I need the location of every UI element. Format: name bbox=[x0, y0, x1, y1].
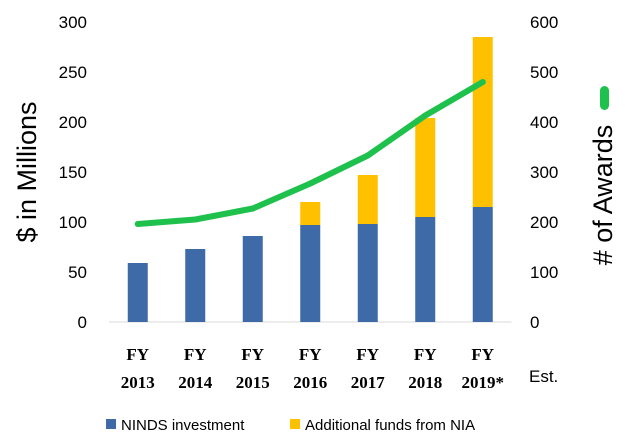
awards-point bbox=[134, 221, 141, 227]
right-axis: 0 100 200 300 400 500 600 bbox=[530, 13, 558, 332]
bar-ninds bbox=[357, 224, 378, 322]
awards-point bbox=[479, 79, 486, 85]
bar-ninds bbox=[415, 217, 436, 322]
awards-point bbox=[249, 205, 256, 212]
y-tick-label: 50 bbox=[68, 263, 87, 282]
category-label-year: 2015 bbox=[236, 373, 270, 392]
bar-nia bbox=[415, 118, 436, 217]
awards-point bbox=[422, 112, 429, 119]
bar-ninds bbox=[472, 207, 493, 322]
y2-tick-label: 200 bbox=[530, 213, 558, 232]
category-label-top: FY bbox=[241, 345, 264, 364]
legend-swatch-ninds bbox=[106, 419, 116, 429]
y-tick-label: 100 bbox=[59, 213, 87, 232]
y2-tick-label: 300 bbox=[530, 163, 558, 182]
category-label-top: FY bbox=[414, 345, 437, 364]
legend-swatch-nia bbox=[290, 419, 300, 429]
category-label-year: 2014 bbox=[178, 373, 213, 392]
category-label-top: FY bbox=[299, 345, 322, 364]
category-label-year: 2016 bbox=[293, 373, 327, 392]
category-labels: FY 2013 FY 2014 FY 2015 FY 2016 FY 2017 FY 2018 FY 20… bbox=[121, 345, 504, 392]
y-tick-label: 300 bbox=[59, 13, 87, 32]
bar-nia bbox=[300, 202, 321, 225]
legend-label-ninds: NINDS investment bbox=[121, 417, 245, 434]
category-label-top: FY bbox=[471, 345, 494, 364]
bar-ninds bbox=[300, 225, 321, 322]
awards-point bbox=[307, 180, 314, 187]
category-label-top: FY bbox=[184, 345, 207, 364]
y-tick-label: 250 bbox=[59, 63, 87, 82]
y2-tick-label: 500 bbox=[530, 63, 558, 82]
y-tick-label: 0 bbox=[78, 313, 87, 332]
awards-line-group bbox=[134, 79, 486, 227]
bars bbox=[109, 37, 512, 323]
y2-legend-line-sample bbox=[600, 86, 609, 110]
y2-tick-label: 600 bbox=[530, 13, 558, 32]
awards-point bbox=[192, 216, 199, 223]
legend-label-nia: Additional funds from NIA bbox=[305, 417, 475, 434]
y-tick-label: 150 bbox=[59, 163, 87, 182]
category-label-year: 2019* bbox=[462, 373, 505, 392]
y2-tick-label: 400 bbox=[530, 113, 558, 132]
y2-tick-label: 0 bbox=[530, 313, 539, 332]
y-tick-label: 200 bbox=[59, 113, 87, 132]
bar-nia bbox=[357, 175, 378, 224]
legend: NINDS investment Additional funds from N… bbox=[106, 417, 475, 434]
category-label-year: 2017 bbox=[351, 373, 386, 392]
category-label-top: FY bbox=[356, 345, 379, 364]
estimate-note: Est. bbox=[529, 367, 558, 386]
category-label-top: FY bbox=[126, 345, 149, 364]
bar-ninds bbox=[242, 236, 263, 322]
bar-nia bbox=[472, 37, 493, 207]
awards-point bbox=[364, 152, 371, 159]
category-label-year: 2018 bbox=[408, 373, 442, 392]
left-axis: 0 50 100 150 200 250 300 bbox=[59, 13, 87, 332]
y2-tick-label: 100 bbox=[530, 263, 558, 282]
bar-ninds bbox=[185, 249, 206, 322]
bar-ninds bbox=[127, 263, 148, 322]
category-label-year: 2013 bbox=[121, 373, 155, 392]
y-axis-label: $ in Millions bbox=[12, 101, 42, 242]
y2-axis-label: # of Awards bbox=[588, 125, 618, 266]
